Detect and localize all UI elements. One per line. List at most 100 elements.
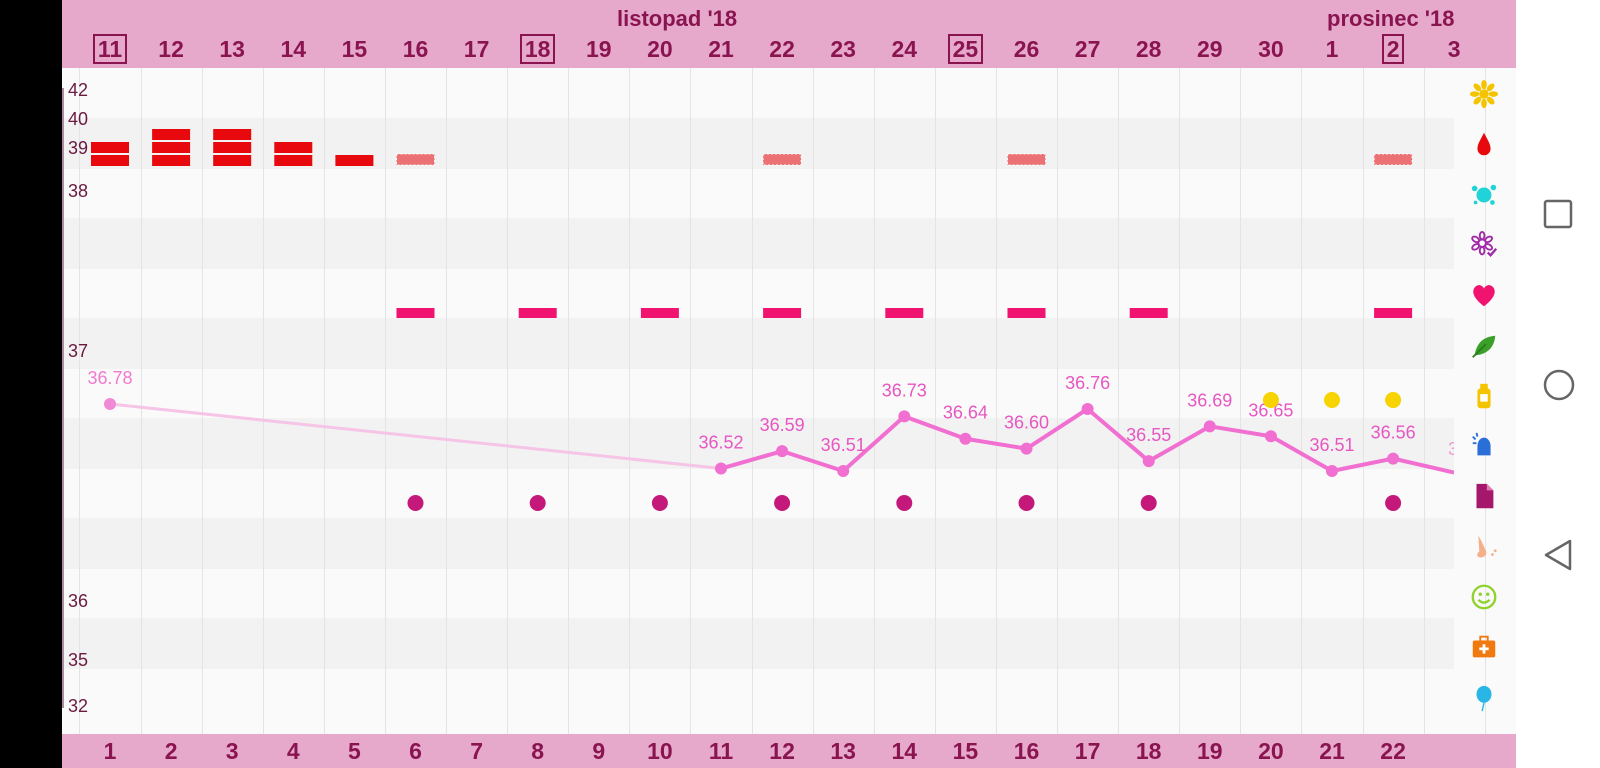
calendar-day-11[interactable]: 11 <box>79 34 141 64</box>
cycle-day-17[interactable]: 17 <box>1074 738 1101 764</box>
intercourse-mark-day-16 <box>1007 308 1046 318</box>
spotting-mark-day-6 <box>396 153 435 166</box>
calendar-day-15[interactable]: 15 <box>341 36 368 62</box>
cycle-day-14[interactable]: 14 <box>891 738 918 764</box>
sun-flower-icon[interactable] <box>1468 78 1500 110</box>
temperature-point-day-20 <box>1264 430 1277 443</box>
temperature-label-day-19: 36.69 <box>1187 390 1232 410</box>
cycle-day-12[interactable]: 12 <box>769 738 795 764</box>
calendar-day-26[interactable]: 26 <box>1013 36 1040 62</box>
cycle-day-7[interactable]: 7 <box>470 738 483 764</box>
medkit-icon[interactable] <box>1468 631 1500 663</box>
temperature-point-day-17 <box>1081 402 1094 415</box>
cycle-day-6[interactable]: 6 <box>409 738 422 764</box>
note-dot-day-16 <box>1018 495 1035 511</box>
bleeding-bar-day-2 <box>152 142 191 153</box>
calendar-day-14[interactable]: 14 <box>280 36 307 62</box>
bleeding-bar-day-4 <box>274 142 313 153</box>
column-divider <box>141 68 142 734</box>
temperature-point-day-1 <box>104 398 116 410</box>
cycle-day-15[interactable]: 15 <box>952 738 979 764</box>
row-band <box>62 318 1454 369</box>
temperature-chart: 36.78 36.52 36.59 36.51 36.73 36.64 36.60 36.76… <box>87 129 1454 511</box>
calendar-day-24[interactable]: 24 <box>891 36 918 62</box>
cycle-day-21[interactable]: 21 <box>1319 738 1345 764</box>
cycle-day-20[interactable]: 20 <box>1258 738 1284 764</box>
recent-apps-button[interactable] <box>1542 198 1574 230</box>
temperature-label-day-18: 36.55 <box>1126 425 1171 445</box>
calendar-day-19[interactable]: 19 <box>586 36 612 62</box>
column-divider <box>202 68 203 734</box>
document-icon[interactable] <box>1468 480 1500 512</box>
home-button[interactable] <box>1542 368 1576 402</box>
note-dot-day-6 <box>407 495 424 511</box>
calendar-day-13[interactable]: 13 <box>219 36 245 62</box>
temperature-point-day-11 <box>715 462 727 475</box>
temperature-point-day-13 <box>837 465 850 477</box>
intercourse-mark-day-14 <box>885 308 924 318</box>
back-button[interactable] <box>1542 538 1574 572</box>
cycle-day-18[interactable]: 18 <box>1135 738 1162 764</box>
note-dot-day-22 <box>1385 495 1402 511</box>
temperature-point-day-12 <box>776 445 789 458</box>
calendar-day-27[interactable]: 27 <box>1074 36 1101 62</box>
cycle-day-11[interactable]: 11 <box>708 738 734 764</box>
column-divider <box>1179 68 1180 734</box>
calendar-day-12[interactable]: 12 <box>158 36 184 62</box>
flower-check-icon[interactable] <box>1468 229 1500 261</box>
bell-icon[interactable] <box>1468 430 1500 462</box>
calendar-day-1[interactable]: 1 <box>1325 36 1339 62</box>
calendar-day-30[interactable]: 30 <box>1258 36 1284 62</box>
nose-icon[interactable] <box>1468 531 1500 563</box>
intercourse-mark-day-22 <box>1374 308 1413 318</box>
leaf-icon[interactable] <box>1468 330 1500 362</box>
calendar-day-25[interactable]: 25 <box>934 34 996 64</box>
splash-icon[interactable] <box>1468 179 1500 211</box>
row-band <box>62 518 1454 569</box>
note-dot-day-12 <box>774 495 791 511</box>
note-dot-day-8 <box>529 495 546 511</box>
calendar-day-28[interactable]: 28 <box>1135 36 1162 62</box>
cycle-day-9[interactable]: 9 <box>592 738 606 764</box>
calendar-day-21[interactable]: 21 <box>708 36 734 62</box>
cycle-day-10[interactable]: 10 <box>647 738 673 764</box>
calendar-day-23[interactable]: 23 <box>830 36 856 62</box>
intercourse-mark-day-10 <box>640 308 679 318</box>
calendar-day-17[interactable]: 17 <box>463 36 490 62</box>
calendar-day-20[interactable]: 20 <box>647 36 673 62</box>
temperature-line-faded <box>109 402 722 471</box>
cycle-day-16[interactable]: 16 <box>1013 738 1040 764</box>
spotting-mark-day-16 <box>1007 153 1046 166</box>
note-dot-day-14 <box>896 495 913 511</box>
smiley-icon[interactable] <box>1468 581 1500 613</box>
temperature-point-day-19 <box>1203 420 1216 433</box>
axis-label-39: 39 <box>68 138 89 158</box>
heart-icon[interactable] <box>1468 279 1500 311</box>
calendar-day-2[interactable]: 2 <box>1362 34 1424 64</box>
calendar-day-29[interactable]: 29 <box>1197 36 1223 62</box>
cycle-day-8[interactable]: 8 <box>531 738 545 764</box>
calendar-day-18[interactable]: 18 <box>507 34 569 64</box>
column-divider <box>629 68 630 734</box>
axis-label-37: 37 <box>68 341 89 361</box>
cycle-day-4[interactable]: 4 <box>286 738 300 764</box>
axis-label-38: 38 <box>68 181 89 201</box>
cycle-day-1[interactable]: 1 <box>103 738 117 764</box>
column-divider <box>385 68 386 734</box>
intercourse-mark-day-12 <box>763 308 802 318</box>
calendar-day-16[interactable]: 16 <box>402 36 429 62</box>
cycle-day-3[interactable]: 3 <box>225 738 239 764</box>
temperature-label-day-13: 36.51 <box>821 435 866 455</box>
row-band <box>62 218 1454 269</box>
bleeding-bar-day-3 <box>213 129 252 140</box>
calendar-day-22[interactable]: 22 <box>769 36 795 62</box>
calendar-day-3[interactable]: 3 <box>1447 36 1461 62</box>
cycle-day-19[interactable]: 19 <box>1197 738 1223 764</box>
cycle-day-22[interactable]: 22 <box>1380 738 1406 764</box>
blood-drop-icon[interactable] <box>1468 128 1500 160</box>
balloon-icon[interactable] <box>1468 682 1500 714</box>
cycle-day-2[interactable]: 2 <box>164 738 178 764</box>
bottle-icon[interactable] <box>1468 380 1500 412</box>
cycle-day-13[interactable]: 13 <box>830 738 856 764</box>
cycle-day-5[interactable]: 5 <box>347 738 361 764</box>
